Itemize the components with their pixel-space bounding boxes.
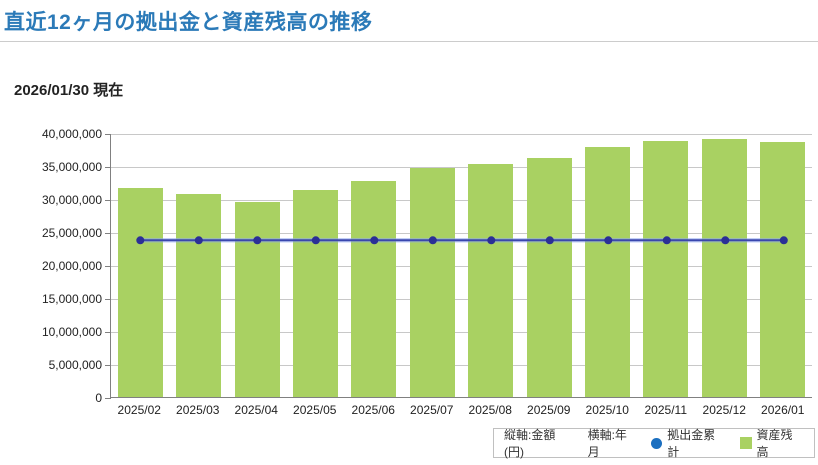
y-axis-tick-label: 0 <box>95 391 102 405</box>
x-axis-labels: 2025/02 2025/03 2025/04 2025/05 2025/06 2025/… <box>110 403 812 417</box>
line-dot <box>253 236 262 245</box>
x-axis-label: 2026/01 <box>761 403 805 417</box>
gridline <box>111 199 812 201</box>
bar <box>701 138 747 397</box>
bar <box>351 180 397 397</box>
x-axis-label: 2025/07 <box>410 403 454 417</box>
line-dot <box>604 236 613 245</box>
x-axis-label: 2025/04 <box>234 403 278 417</box>
contribution-line-series <box>136 236 788 245</box>
gridline <box>111 166 812 168</box>
title-divider <box>0 41 818 42</box>
bar <box>526 158 572 397</box>
x-axis-label: 2025/05 <box>293 403 337 417</box>
gridline <box>111 364 812 366</box>
y-axis-tick-mark <box>105 365 111 366</box>
x-axis-label: 2025/11 <box>644 403 688 417</box>
y-axis-tick-mark <box>105 200 111 201</box>
legend-bar-item: 資産残高 <box>739 426 804 460</box>
x-axis-label: 2025/08 <box>468 403 512 417</box>
y-axis-tick-label: 10,000,000 <box>41 325 102 339</box>
legend-line-item: 拠出金累計 <box>651 426 726 460</box>
line-dot <box>428 236 437 245</box>
y-axis-tick-mark <box>105 266 111 267</box>
bar <box>643 140 689 397</box>
bar-series <box>111 134 812 397</box>
gridline <box>111 298 812 300</box>
bar <box>409 168 455 397</box>
line-dot <box>662 236 671 245</box>
plot-area <box>110 133 812 398</box>
y-axis-tick-label: 5,000,000 <box>48 358 102 372</box>
y-axis-tick-mark <box>105 299 111 300</box>
bar <box>176 193 222 397</box>
x-axis-label: 2025/10 <box>585 403 629 417</box>
legend-line-label: 拠出金累計 <box>667 428 716 459</box>
legend-x-axis-note: 横軸:年月 <box>587 428 627 459</box>
y-axis-tick-mark <box>105 167 111 168</box>
contribution-dot-icon <box>651 437 663 449</box>
bar <box>760 141 806 397</box>
gridline <box>111 232 812 234</box>
legend: 縦軸:金額(円) 横軸:年月 拠出金累計 資産残高 <box>493 426 815 460</box>
y-axis-tick-label: 15,000,000 <box>41 292 102 306</box>
legend-y-axis-note: 縦軸:金額(円) <box>504 428 556 459</box>
y-axis-tick-mark <box>105 134 111 135</box>
y-axis-tick-label: 35,000,000 <box>41 160 102 174</box>
bar <box>584 146 630 397</box>
x-axis-label: 2025/03 <box>176 403 220 417</box>
y-axis-tick-mark <box>105 332 111 333</box>
y-axis-tick-mark <box>105 233 111 234</box>
x-axis-label: 2025/06 <box>351 403 395 417</box>
x-axis-label: 2025/09 <box>527 403 571 417</box>
line-dot <box>311 236 320 245</box>
gridline <box>111 133 812 135</box>
as-of-date: 2026/01/30 現在 <box>14 82 124 99</box>
line-dot <box>487 236 496 245</box>
bar <box>292 189 338 397</box>
y-axis-tick-label: 40,000,000 <box>41 127 102 141</box>
line-dot <box>194 236 203 245</box>
bar <box>117 188 163 397</box>
y-axis-tick-label: 25,000,000 <box>41 226 102 240</box>
line-dot <box>779 236 788 245</box>
asset-swatch-icon <box>739 437 752 449</box>
line-dot <box>136 236 145 245</box>
line-dot <box>545 236 554 245</box>
y-axis-tick-mark <box>105 398 111 399</box>
line-dot <box>721 236 730 245</box>
page-title: 直近12ヶ月の拠出金と資産残高の推移 <box>4 11 373 34</box>
x-axis-label: 2025/02 <box>117 403 161 417</box>
bar <box>468 164 514 397</box>
y-axis-tick-label: 20,000,000 <box>41 259 102 273</box>
bar <box>234 202 280 397</box>
line-dot <box>370 236 379 245</box>
x-axis-label: 2025/12 <box>702 403 746 417</box>
gridline <box>111 265 812 267</box>
legend-bar-label: 資産残高 <box>756 428 793 459</box>
y-axis-tick-label: 30,000,000 <box>41 193 102 207</box>
gridline <box>111 331 812 333</box>
